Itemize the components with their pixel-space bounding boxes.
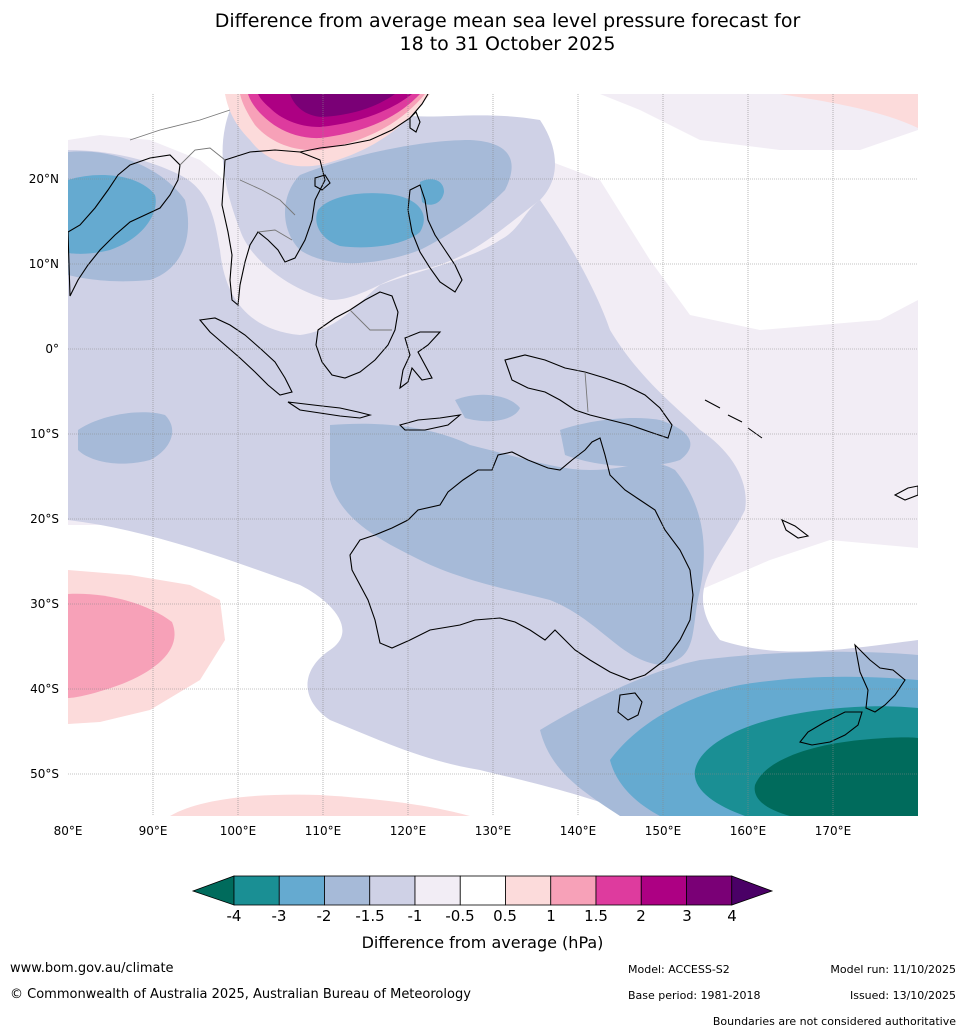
colorbar-box-3 — [324, 875, 371, 906]
colorbar-tick-12: 4 — [727, 907, 737, 925]
anomaly-band-2-to-1.5-australia — [330, 423, 704, 665]
fiji-coastline — [893, 485, 918, 501]
lat-label-40s: 40°S — [30, 682, 59, 696]
base-period: Base period: 1981-2018 — [628, 989, 761, 1002]
colorbar-box-8 — [550, 875, 597, 906]
new-guinea-coastline — [504, 354, 673, 439]
lon-label-160e: 160°E — [730, 824, 767, 838]
website-link[interactable]: www.bom.gov.au/climate — [10, 961, 174, 976]
model-run-date: Model run: 11/10/2025 — [830, 963, 956, 976]
colorbar-box-1 — [233, 875, 280, 906]
lon-label-110e: 110°E — [305, 824, 342, 838]
colorbar — [191, 875, 774, 906]
title-line-2: 18 to 31 October 2025 — [399, 33, 616, 55]
colorbar-tick-10: 2 — [636, 907, 646, 925]
india-coastline — [68, 154, 181, 297]
australia-coastline — [349, 437, 694, 681]
lon-label-130e: 130°E — [475, 824, 512, 838]
anomaly-band-2-to-1.5-banda — [455, 394, 520, 422]
lat-label-50s: 50°S — [30, 767, 59, 781]
colorbar-tick-4: -1.5 — [355, 907, 385, 925]
solomon-islands-coastline — [704, 399, 763, 439]
colorbar-extend-low — [191, 875, 235, 906]
country-borders — [129, 109, 589, 413]
lat-label-20n: 20°N — [29, 172, 59, 186]
lon-label-100e: 100°E — [220, 824, 257, 838]
boundaries-disclaimer: Boundaries are not considered authoritat… — [712, 1015, 956, 1028]
colorbar-tick-9: 1.5 — [584, 907, 608, 925]
taiwan-coastline — [409, 111, 421, 133]
colorbar-tick-3: -2 — [316, 907, 332, 925]
colorbar-box-10 — [640, 875, 687, 906]
lon-label-150e: 150°E — [645, 824, 682, 838]
sulawesi-coastline — [399, 331, 442, 390]
colorbar-tick-11: 3 — [682, 907, 692, 925]
lat-label-10n: 10°N — [29, 257, 59, 271]
china-coastline — [299, 94, 429, 153]
anomaly-band-3-to-2-luzon — [420, 179, 444, 205]
anomaly-band-3-to-2-philippines — [316, 193, 424, 248]
colorbar-box-7 — [505, 875, 552, 906]
hainan-coastline — [314, 174, 331, 191]
philippines-coastline — [407, 184, 463, 293]
indochina-coastline — [221, 149, 326, 307]
colorbar-tick-5: -1 — [407, 907, 423, 925]
colorbar-tick-6: -0.5 — [445, 907, 475, 925]
map-panel — [68, 94, 918, 816]
colorbar-box-4 — [369, 875, 416, 906]
borneo-coastline — [315, 291, 399, 379]
positive-region-northeast — [780, 94, 918, 128]
issued-date: Issued: 13/10/2025 — [849, 989, 956, 1002]
model-name: Model: ACCESS-S2 — [628, 963, 730, 976]
lon-label-90e: 90°E — [139, 824, 168, 838]
tasmania-coastline — [617, 692, 643, 721]
new-zealand-north-island — [854, 643, 906, 713]
java-coastline — [287, 401, 373, 419]
copyright-notice: © Commonwealth of Australia 2025, Austra… — [10, 987, 471, 1002]
lon-label-120e: 120°E — [390, 824, 427, 838]
anomaly-band-3-to-4-china — [290, 94, 395, 117]
colorbar-title: Difference from average (hPa) — [361, 933, 604, 952]
colorbar-tick-2: -3 — [271, 907, 287, 925]
colorbar-tick-8: 1 — [546, 907, 556, 925]
lat-label-0: 0° — [45, 342, 59, 356]
colorbar-extend-high — [731, 875, 774, 906]
title-line-1: Difference from average mean sea level p… — [214, 10, 801, 32]
map-title: Difference from average mean sea level p… — [0, 10, 965, 56]
lat-label-30s: 30°S — [30, 597, 59, 611]
lat-label-20s: 20°S — [30, 512, 59, 526]
lon-label-80e: 80°E — [54, 824, 83, 838]
timor-coastline — [398, 414, 462, 431]
new-caledonia-coastline — [780, 518, 810, 539]
colorbar-box-6 — [459, 875, 506, 906]
lon-label-140e: 140°E — [560, 824, 597, 838]
colorbar-tick-7: 0.5 — [493, 907, 517, 925]
anomaly-band-2-to-1.5-indian — [78, 412, 173, 464]
lat-label-10s: 10°S — [30, 427, 59, 441]
gridlines — [68, 94, 918, 816]
positive-region-south-strip — [170, 794, 470, 816]
anomaly-band-2-to-1.5-arafura — [560, 418, 691, 467]
new-zealand-south-island — [799, 711, 863, 746]
colorbar-box-2 — [278, 875, 325, 906]
sumatra-coastline — [198, 317, 293, 396]
colorbar-box-9 — [595, 875, 642, 906]
colorbar-box-11 — [686, 875, 733, 906]
positive-region-1-to-1.5 — [68, 593, 175, 698]
lon-label-170e: 170°E — [815, 824, 852, 838]
anomaly-band-below-4 — [754, 737, 918, 816]
anomaly-band-3-to-2-west — [68, 175, 156, 254]
colorbar-box-5 — [414, 875, 461, 906]
colorbar-tick-1: -4 — [226, 907, 242, 925]
